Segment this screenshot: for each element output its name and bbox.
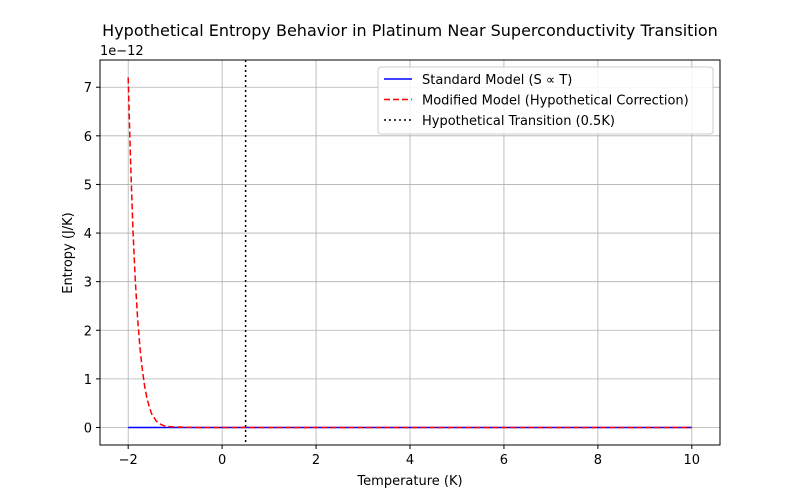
y-tick-label: 0 bbox=[84, 422, 92, 437]
y-tick-label: 5 bbox=[84, 178, 92, 193]
y-tick-label: 4 bbox=[84, 227, 92, 242]
y-axis-ticks: 0 1 2 3 4 5 6 7 bbox=[84, 81, 100, 437]
legend-transition-label: Hypothetical Transition (0.5K) bbox=[422, 114, 615, 129]
y-tick-label: 2 bbox=[84, 324, 92, 339]
x-axis-label: Temperature (K) bbox=[356, 474, 462, 489]
x-tick-label: 4 bbox=[406, 453, 414, 468]
x-tick-label: 8 bbox=[594, 453, 602, 468]
x-tick-label: 2 bbox=[312, 453, 320, 468]
y-axis-label: Entropy (J/K) bbox=[61, 212, 76, 294]
legend: Standard Model (S ∝ T) Modified Model (Hy… bbox=[377, 66, 714, 135]
x-axis-ticks: −2 0 2 4 6 8 10 bbox=[119, 445, 700, 468]
x-tick-label: 0 bbox=[218, 453, 226, 468]
plot-area bbox=[127, 60, 692, 445]
y-axis-offset-text: 1e−12 bbox=[100, 44, 144, 59]
y-tick-label: 3 bbox=[84, 276, 92, 291]
y-tick-label: 6 bbox=[84, 130, 92, 145]
x-tick-label: 6 bbox=[500, 453, 508, 468]
x-tick-label: 10 bbox=[684, 453, 701, 468]
chart-title: Hypothetical Entropy Behavior in Platinu… bbox=[102, 21, 718, 40]
modified-model-line bbox=[127, 77, 692, 429]
x-tick-label: −2 bbox=[119, 453, 138, 468]
legend-standard-model-label: Standard Model (S ∝ T) bbox=[422, 73, 572, 88]
y-tick-label: 1 bbox=[84, 373, 92, 388]
y-tick-label: 7 bbox=[84, 81, 92, 96]
legend-box bbox=[377, 66, 714, 135]
legend-modified-model-label: Modified Model (Hypothetical Correction) bbox=[422, 94, 689, 109]
